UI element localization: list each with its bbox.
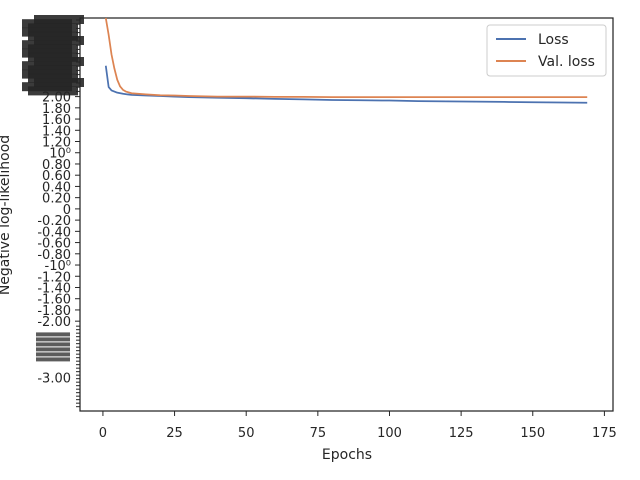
y-tick-label: -1.40 xyxy=(37,281,71,296)
y-tick-label-clutter xyxy=(36,357,70,362)
y-tick-label: -2.00 xyxy=(37,315,71,330)
y-tick-label: -10⁰ xyxy=(45,259,71,274)
x-tick-label: 175 xyxy=(592,426,617,441)
y-tick-label: 1.20 xyxy=(42,136,71,151)
y-tick-label: 0.20 xyxy=(42,192,71,207)
series-line-loss xyxy=(104,65,588,104)
y-tick-label: 0.60 xyxy=(42,169,71,184)
x-tick-label: 100 xyxy=(377,426,402,441)
y-tick-label-clutter xyxy=(36,352,70,357)
y-tick-label: -1.20 xyxy=(37,270,71,285)
x-axis-label: Epochs xyxy=(322,447,372,463)
x-tick-label: 50 xyxy=(238,426,255,441)
y-tick-label-clutter xyxy=(36,342,70,347)
legend-label-loss: Loss xyxy=(538,32,569,48)
x-axis: 0 25 50 75 100 125 150 175 xyxy=(99,411,617,441)
y-tick-label: 0.80 xyxy=(42,158,71,173)
y-tick-label: 0 xyxy=(63,203,71,218)
y-tick-label: 0.40 xyxy=(42,180,71,195)
y-tick-label-clutter xyxy=(28,86,78,96)
y-tick-label: 1.40 xyxy=(42,124,71,139)
y-tick-label-clutter xyxy=(36,337,70,342)
series-lines xyxy=(104,17,588,104)
y-tick-label: -0.60 xyxy=(37,237,71,252)
y-tick-label: -0.40 xyxy=(37,225,71,240)
y-tick-label: -0.20 xyxy=(37,214,71,229)
series-line-val-loss xyxy=(104,17,588,99)
legend: Loss Val. loss xyxy=(486,24,607,77)
legend-label-val-loss: Val. loss xyxy=(538,54,595,70)
y-tick-label: 10⁰ xyxy=(49,147,71,162)
plot-area xyxy=(79,17,614,412)
y-tick-label-clutter xyxy=(36,332,70,337)
x-tick-label: 25 xyxy=(166,426,183,441)
y-tick-label: -1.60 xyxy=(37,293,71,308)
y-axis-label: Negative log-likelihood xyxy=(0,135,13,295)
y-tick-label: 1.80 xyxy=(42,102,71,117)
y-axis: 2.001.801.601.401.2010⁰0.800.600.400.200… xyxy=(22,15,84,408)
x-tick-label: 125 xyxy=(449,426,474,441)
y-tick-label: -0.80 xyxy=(37,248,71,263)
y-tick-label-clutter xyxy=(36,347,70,352)
x-tick-label: 75 xyxy=(310,426,327,441)
y-tick-label: -1.80 xyxy=(37,304,71,319)
y-tick-label: -3.00 xyxy=(37,371,71,386)
x-tick-label: 0 xyxy=(99,426,107,441)
y-tick-label: 1.60 xyxy=(42,113,71,128)
x-tick-label: 150 xyxy=(520,426,545,441)
